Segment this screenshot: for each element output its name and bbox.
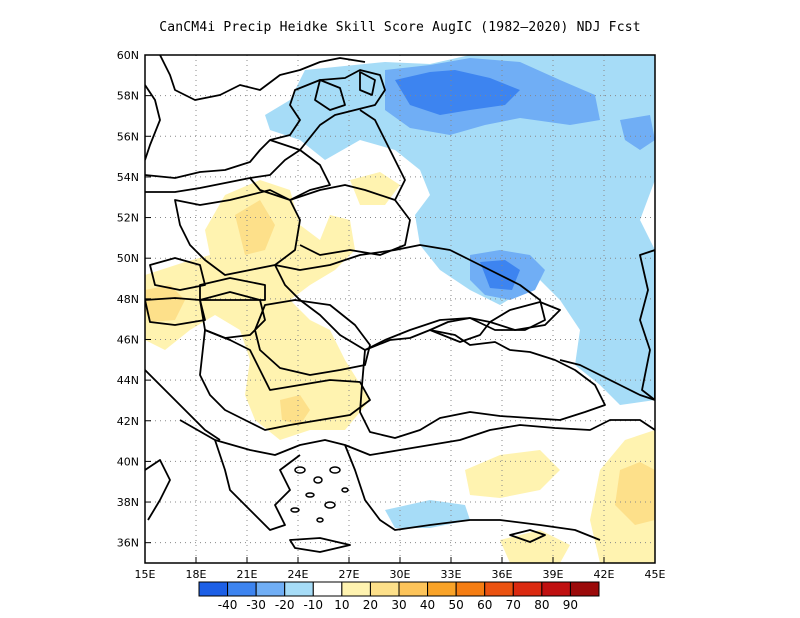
ladoga-lake: [314, 79, 346, 111]
black-sea-coast: [359, 329, 606, 439]
positive-skill-core-west: [145, 285, 185, 322]
chart-title: CanCM4i Precip Heidke Skill Score AugIC …: [159, 20, 641, 35]
coastlines-borders: [145, 55, 655, 553]
colorbar-swatch: [484, 581, 514, 597]
colorbar-swatch: [255, 581, 286, 597]
colorbar-swatch: [427, 581, 457, 597]
x-tick-label: 21E: [237, 568, 258, 581]
colorbar-swatch: [341, 581, 371, 597]
y-tick-label: 56N: [117, 130, 139, 143]
colorbar-swatch: [369, 581, 400, 597]
colorbar: -40 -30 -20 -10 10 20 30 40 50 60 70 80 90: [198, 581, 600, 612]
italy-coast: [145, 459, 171, 521]
positive-skill-area-anatolia: [465, 450, 560, 498]
x-axis: 15E 18E 21E 24E 27E 30E 33E 36E 39E 42E 45E: [135, 557, 666, 581]
colorbar-label: 40: [420, 598, 435, 612]
colorbar-swatch: [227, 581, 257, 597]
x-tick-label: 36E: [492, 568, 513, 581]
aegean-islands: [290, 466, 349, 523]
turkey-border: [344, 419, 655, 456]
czech-border: [149, 257, 206, 291]
y-tick-label: 60N: [117, 49, 139, 62]
y-tick-label: 46N: [117, 333, 139, 346]
x-tick-label: 33E: [441, 568, 462, 581]
x-tick-label: 39E: [543, 568, 564, 581]
finland-coast: [159, 55, 366, 101]
colorbar-label: 30: [391, 598, 406, 612]
austria-border: [145, 297, 206, 326]
x-tick-label: 15E: [135, 568, 156, 581]
baltic-states-border: [249, 139, 331, 201]
colorbar-swatch: [198, 581, 229, 597]
scandinavia-coast: [145, 84, 161, 161]
colorbar-label: 20: [363, 598, 378, 612]
negative-skill-area-south: [385, 500, 470, 528]
aegean-coast: [179, 419, 601, 541]
colorbar-swatch: [541, 581, 571, 597]
colorbar-swatch: [455, 581, 486, 597]
positive-skill-core-eastern-anatolia: [615, 462, 655, 525]
x-tick-label: 18E: [186, 568, 207, 581]
crete-coast: [289, 537, 351, 553]
ukraine-border: [274, 244, 546, 351]
y-tick-label: 50N: [117, 252, 139, 265]
y-tick-label: 58N: [117, 90, 139, 103]
colorbar-label: -40: [218, 598, 238, 612]
y-tick-label: 42N: [117, 415, 139, 428]
y-tick-label: 38N: [117, 496, 139, 509]
colorbar-label: 90: [563, 598, 578, 612]
colorbar-swatch: [569, 581, 600, 597]
colorbar-swatch: [512, 581, 543, 597]
cyprus-coast: [509, 529, 546, 543]
negative-skill-area-east: [620, 115, 655, 150]
russia-west-border: [359, 109, 406, 201]
colorbar-label: 70: [506, 598, 521, 612]
poland-border: [174, 189, 301, 276]
y-tick-label: 40N: [117, 455, 139, 468]
adriatic-coast: [145, 369, 221, 441]
y-tick-label: 48N: [117, 293, 139, 306]
y-tick-label: 44N: [117, 374, 139, 387]
skill-score-shading: [145, 55, 655, 563]
y-tick-label: 52N: [117, 212, 139, 225]
colorbar-swatch: [312, 581, 343, 597]
x-tick-label: 30E: [390, 568, 411, 581]
x-tick-label: 45E: [645, 568, 666, 581]
colorbar-label: -20: [275, 598, 295, 612]
colorbar-label: 10: [334, 598, 349, 612]
romania-border: [254, 299, 371, 376]
colorbar-label: -10: [303, 598, 323, 612]
belarus-border: [289, 184, 411, 256]
azov-coast: [489, 301, 561, 331]
colorbar-label: 80: [534, 598, 549, 612]
positive-skill-core-poland: [235, 200, 275, 255]
colorbar-swatch: [284, 581, 314, 597]
caucasus-border: [559, 359, 655, 401]
baltic-coast: [145, 69, 386, 193]
x-tick-label: 24E: [288, 568, 309, 581]
x-tick-label: 27E: [339, 568, 360, 581]
negative-skill-core-baltic: [395, 70, 520, 115]
positive-skill-core-bulgaria: [280, 395, 310, 425]
caspian-coast: [639, 249, 655, 401]
colorbar-label: -30: [246, 598, 266, 612]
colorbar-label: 60: [477, 598, 492, 612]
y-tick-label: 36N: [117, 537, 139, 550]
colorbar-label: 50: [449, 598, 464, 612]
greece-coast: [214, 439, 301, 531]
negative-skill-area-north: [265, 55, 655, 405]
onega-lake: [359, 71, 376, 96]
colorbar-swatch: [398, 581, 429, 597]
x-tick-label: 42E: [594, 568, 615, 581]
y-axis: 36N 38N 40N 42N 44N 46N 48N 50N 52N 54N 56N 58N 60N: [117, 49, 151, 550]
balkan-border: [199, 329, 371, 431]
y-tick-label: 54N: [117, 171, 139, 184]
